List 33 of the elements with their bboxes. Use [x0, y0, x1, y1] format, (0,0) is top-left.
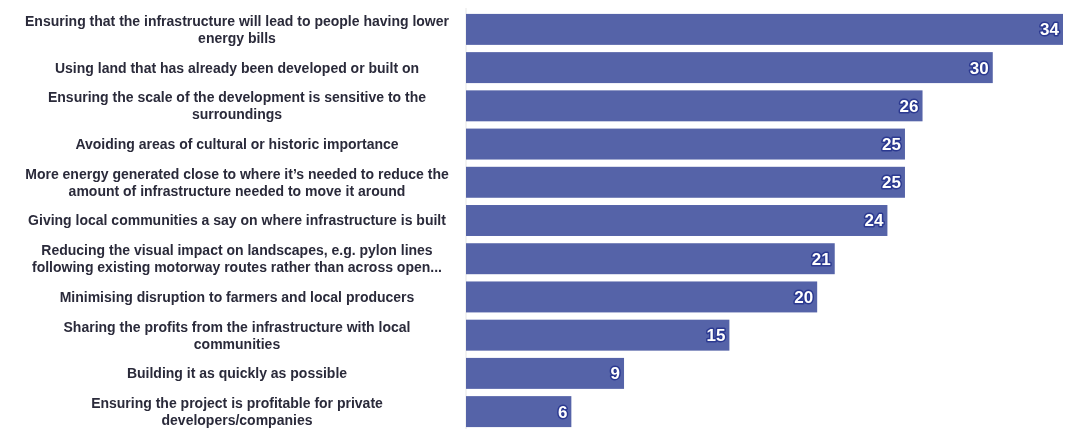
data-label: 34 [1040, 20, 1060, 40]
bar [466, 13, 1063, 45]
data-label: 20 [794, 287, 814, 307]
data-label: 6 [557, 402, 568, 422]
bar [466, 166, 905, 198]
y-tick-label: Giving local communities a say on where infrastructure is built [28, 212, 447, 229]
data-label: 9 [610, 364, 621, 384]
bar [466, 128, 905, 160]
bar [466, 281, 818, 313]
bar [466, 319, 730, 351]
data-label: 25 [882, 135, 901, 155]
y-tick-label: More energy generated close to where it’s needed to reduce the amount of infrastructure needed to move it around [25, 165, 449, 199]
y-tick-label: Ensuring the project is profitable for private developers/companies [91, 395, 384, 429]
bar [466, 52, 993, 84]
bar [466, 396, 572, 428]
bar [466, 205, 888, 236]
bar [466, 90, 923, 122]
data-label: 21 [811, 249, 831, 269]
y-tick-label: Ensuring that the infrastructure will lead to people having lower energy bills [25, 12, 450, 46]
data-label: 25 [882, 173, 901, 193]
y-tick-label: Building it as quickly as possible [126, 365, 348, 382]
y-tick-label: Sharing the profits from the infrastructure with local communities [63, 318, 411, 352]
data-label: 26 [899, 96, 919, 116]
y-tick-label: Ensuring the scale of the development is sensitive to the surroundings [47, 89, 427, 123]
data-label: 15 [706, 326, 726, 346]
bar [466, 243, 835, 275]
data-label: 24 [864, 211, 884, 231]
y-tick-label: Reducing the visual impact on landscapes, e.g. pylon lines following existing motorway routes rather than across open... [32, 242, 442, 276]
data-label: 30 [969, 58, 989, 78]
bar [466, 357, 625, 389]
y-tick-label: Using land that has already been developed or built on [54, 59, 420, 76]
y-tick-label: Minimising disruption to farmers and local producers [59, 288, 415, 305]
y-tick-label: Avoiding areas of cultural or historic importance [75, 135, 399, 152]
